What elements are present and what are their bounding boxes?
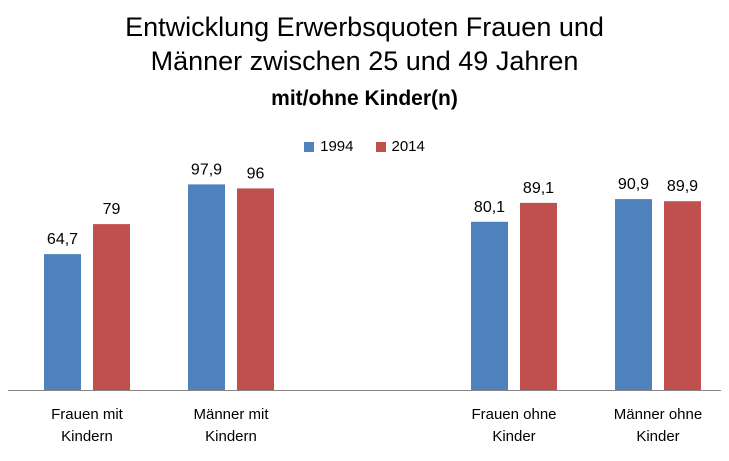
- category-label-männer-mit-kindern-line-1: Männer mit: [193, 406, 269, 423]
- data-label-männer-ohne-kinder-2014: 89,9: [667, 178, 698, 195]
- bar-männer-ohne-kinder-1994: [615, 199, 652, 390]
- bar-frauen-mit-kindern-1994: [44, 254, 81, 390]
- category-label-frauen-mit-kindern-line-1: Frauen mit: [51, 406, 124, 423]
- legend-swatch-1994: [304, 141, 315, 152]
- category-label-frauen-ohne-kinder-line-1: Frauen ohne: [471, 406, 556, 423]
- data-label-männer-mit-kindern-2014: 96: [247, 165, 265, 182]
- category-label-frauen-mit-kindern-line-2: Kindern: [61, 428, 113, 445]
- category-label-männer-ohne-kinder-line-2: Kinder: [636, 428, 679, 445]
- data-label-männer-ohne-kinder-1994: 90,9: [618, 176, 649, 193]
- bar-männer-mit-kindern-2014: [237, 188, 274, 390]
- bar-männer-ohne-kinder-2014: [664, 201, 701, 390]
- chart-title-line-2: Männer zwischen 25 und 49 Jahren: [150, 46, 579, 76]
- chart-subtitle: mit/ohne Kinder(n): [271, 87, 458, 110]
- legend-item-2014: 2014: [375, 138, 425, 155]
- data-label-frauen-mit-kindern-1994: 64,7: [47, 231, 78, 248]
- category-label-frauen-ohne-kinder-line-2: Kinder: [492, 428, 535, 445]
- legend-item-1994: 1994: [304, 138, 354, 155]
- legend-label-1994: 1994: [320, 138, 354, 155]
- legend-swatch-2014: [375, 141, 386, 152]
- data-label-frauen-ohne-kinder-2014: 89,1: [523, 180, 554, 197]
- data-label-frauen-mit-kindern-2014: 79: [103, 201, 121, 218]
- category-label-männer-mit-kindern-line-2: Kindern: [205, 428, 257, 445]
- chart-legend: 1994 2014: [0, 138, 729, 155]
- bar-frauen-mit-kindern-2014: [93, 224, 130, 390]
- data-label-frauen-ohne-kinder-1994: 80,1: [474, 199, 505, 216]
- bar-frauen-ohne-kinder-1994: [471, 221, 508, 390]
- bar-frauen-ohne-kinder-2014: [520, 202, 557, 390]
- data-label-männer-mit-kindern-1994: 97,9: [191, 161, 222, 178]
- legend-label-2014: 2014: [391, 138, 425, 155]
- bar-männer-mit-kindern-1994: [188, 184, 225, 390]
- chart-title-line-1: Entwicklung Erwerbsquoten Frauen und: [125, 12, 604, 42]
- category-label-männer-ohne-kinder-line-1: Männer ohne: [614, 406, 702, 423]
